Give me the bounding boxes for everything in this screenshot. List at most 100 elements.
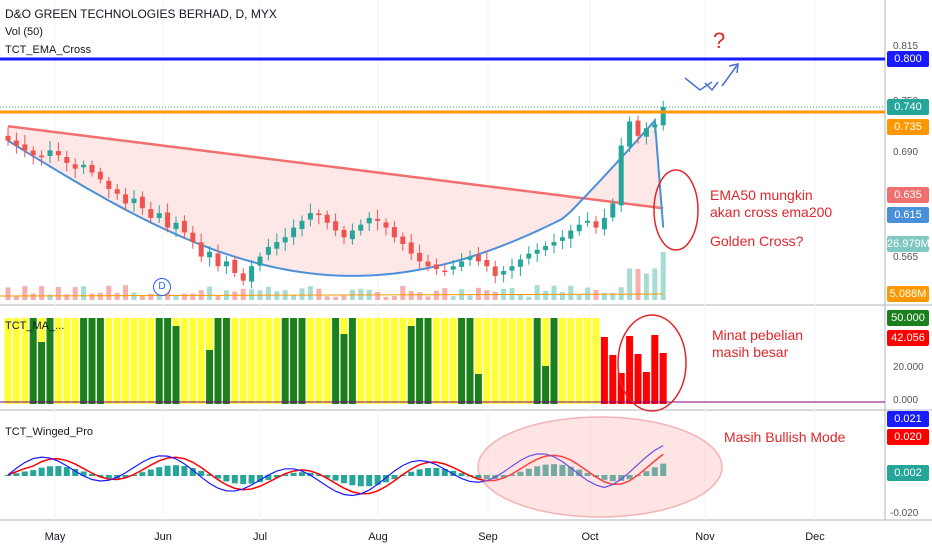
candle-body	[459, 261, 464, 267]
ma-panel-bar	[248, 318, 255, 404]
candle-body	[417, 253, 422, 261]
ma-panel-bar	[324, 318, 331, 404]
candle-body	[594, 221, 599, 227]
ma-panel-bar-fill	[341, 318, 348, 334]
candle-body	[602, 218, 607, 229]
ma-panel-bar	[282, 318, 289, 404]
question-mark: ?	[713, 28, 725, 54]
winged-hist-bar	[181, 466, 187, 476]
candle-body	[627, 121, 632, 146]
volume-bar	[652, 268, 657, 300]
ma-panel-bar	[542, 366, 549, 404]
ma-panel-bar	[156, 318, 163, 404]
ma-panel-bar-fill	[475, 318, 482, 374]
volume-bar	[568, 286, 573, 300]
volume-bar	[249, 289, 254, 300]
candle-body	[560, 237, 565, 241]
bullish-note: Masih Bullish Mode	[724, 429, 845, 445]
volume-bar	[627, 268, 632, 300]
volume-bar	[325, 296, 330, 300]
ma-panel-bar	[97, 318, 104, 404]
ma-panel-bar	[601, 337, 608, 404]
ma-panel-bar	[38, 342, 45, 404]
volume-bar	[39, 286, 44, 300]
panel3-badge-slow: 0.020	[887, 429, 929, 445]
forecast-arrow-2	[722, 64, 738, 86]
volume-badge: 26.979M	[887, 236, 929, 252]
ma-panel-bar	[114, 318, 121, 404]
ma-panel-bar	[425, 318, 432, 404]
candle-body	[568, 230, 573, 238]
ema-cross-label: TCT_EMA_Cross	[5, 44, 91, 56]
candle-body	[148, 209, 153, 218]
volume-bar	[543, 291, 548, 300]
candle-body	[610, 203, 615, 217]
ema-cross-circle	[654, 170, 698, 250]
candle-body	[216, 253, 221, 266]
volume-bar	[266, 287, 271, 300]
volume-bar	[316, 289, 321, 300]
panel3-tick: -0.020	[890, 508, 918, 519]
volume-bar	[123, 285, 128, 300]
volume-bar	[375, 292, 380, 300]
candle-body	[392, 227, 397, 237]
candle-body	[501, 271, 506, 275]
candle-body	[426, 262, 431, 267]
candle-body	[316, 213, 321, 215]
candle-body	[266, 247, 271, 255]
candle-body	[552, 242, 557, 245]
ma-panel-bar	[609, 355, 616, 404]
candle-body	[333, 221, 338, 230]
volume-bar	[577, 295, 582, 300]
candle-body	[400, 237, 405, 244]
ma-panel-bar	[399, 318, 406, 404]
ma-panel-bar	[181, 318, 188, 404]
ma-panel-bar	[643, 372, 650, 404]
volume-bar	[73, 287, 78, 300]
candle-body	[174, 223, 179, 229]
candle-body	[476, 255, 481, 262]
winged-hist-bar	[433, 468, 439, 476]
volume-bar	[594, 290, 599, 300]
candle-body	[258, 257, 263, 266]
candle-body	[132, 199, 137, 203]
candle-body	[350, 230, 355, 239]
winged-hist-bar	[22, 471, 28, 476]
ma-panel-bar-fill	[173, 318, 180, 326]
ma-panel-bar	[147, 318, 154, 404]
candle-body	[165, 212, 170, 227]
ma-panel-bar	[131, 318, 138, 404]
dividend-marker-icon[interactable]: D	[153, 278, 171, 296]
candle-body	[367, 218, 372, 223]
winged-hist-bar	[425, 468, 431, 476]
ma-panel-bar	[450, 318, 457, 404]
candle-body	[526, 254, 531, 259]
price-badge-last: 0.740	[887, 99, 929, 115]
volume-bar	[518, 294, 523, 300]
candle-body	[535, 250, 540, 254]
price-badge-ema50: 0.615	[887, 207, 929, 223]
ma-panel-bar	[509, 318, 516, 404]
ma-panel-bar	[408, 326, 415, 404]
winged-hist-bar	[232, 475, 238, 483]
candle-body	[577, 225, 582, 232]
winged-hist-bar	[459, 473, 465, 476]
price-badge-support: 0.735	[887, 119, 929, 135]
annotation-shapes	[478, 64, 738, 517]
ma-panel-bar	[500, 318, 507, 404]
candle-body	[484, 260, 489, 266]
minat-note-line2: masih besar	[712, 344, 788, 360]
winged-hist-bar	[366, 475, 372, 486]
panel2-badge-max: 50.000	[887, 310, 929, 326]
volume-bar	[526, 297, 531, 300]
candle-body	[468, 257, 473, 260]
panel2-tick: 20.000	[893, 362, 924, 373]
ma-panel-bar	[189, 318, 196, 404]
volume-bar	[644, 273, 649, 300]
candle-body	[442, 271, 447, 273]
candle-body	[652, 124, 657, 127]
winged-hist-bar	[47, 466, 53, 476]
ma-panel-bar	[467, 318, 474, 404]
ma-panel-bar-fill	[408, 318, 415, 326]
volume-bar	[392, 296, 397, 300]
